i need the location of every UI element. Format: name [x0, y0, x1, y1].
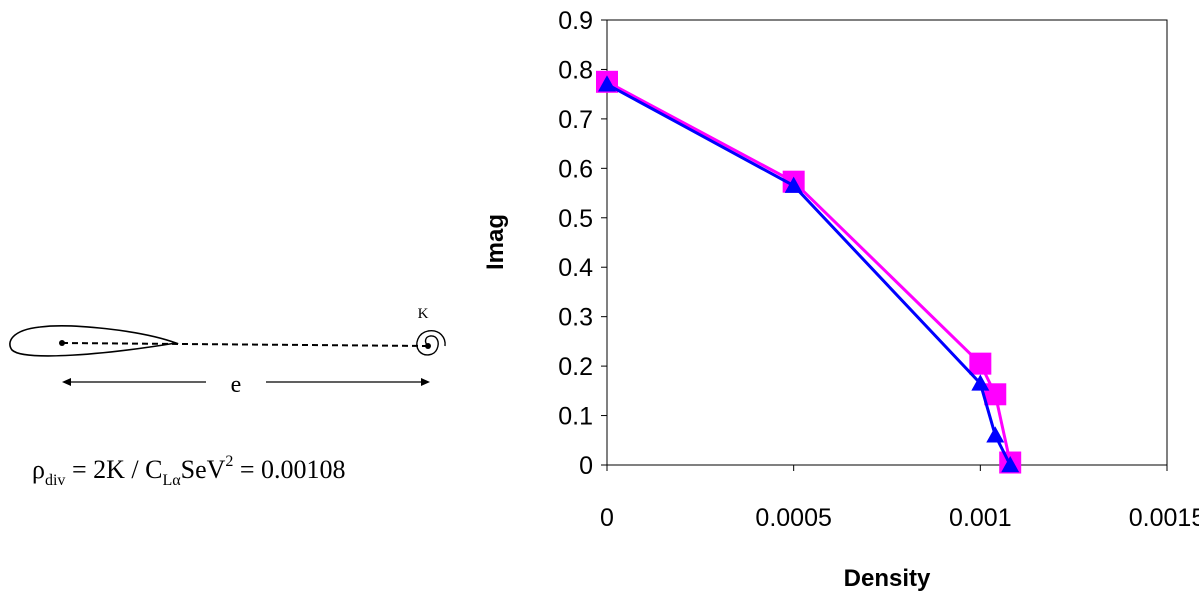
series-1 [596, 70, 1022, 474]
y-tick-label: 0.4 [558, 254, 593, 282]
series-2-point [784, 176, 803, 193]
series-2-point [971, 374, 990, 391]
series-2 [598, 75, 1020, 473]
divergence-formula: ρdiv = 2K / CLαSeV2 = 0.00108 [32, 453, 346, 489]
plot-area-frame [606, 19, 1168, 466]
y-tick-label: 0.6 [558, 155, 593, 183]
y-tick-label: 0.2 [558, 353, 593, 381]
y-tick-label: 0.7 [558, 106, 593, 134]
series-2-point [598, 75, 616, 92]
series-layer [596, 70, 1022, 474]
y-tick-label: 0.1 [558, 403, 593, 431]
y-tick-label: 0.3 [558, 304, 593, 332]
x-tick-label: 0.001 [949, 504, 1012, 532]
y-tick-label: 0.8 [558, 56, 593, 84]
x-tick-label: 0 [600, 504, 614, 532]
chart: 0 0.1 0.2 0.3 0.4 0.5 0.6 0.7 0.8 0.9 0 0.0005 0.00… [482, 7, 1199, 592]
y-tick-label: 0.9 [558, 7, 593, 35]
series-2-line [606, 82, 1012, 466]
y-tick-label: 0.5 [558, 205, 593, 233]
series-1-point [969, 352, 992, 375]
y-axis: 0 0.1 0.2 0.3 0.4 0.5 0.6 0.7 0.8 0.9 [558, 7, 607, 480]
airfoil-outline [9, 325, 180, 357]
x-tick-label: 0.0005 [755, 504, 831, 532]
arrow-head-right [421, 378, 430, 386]
x-tick-label: 0.0015 [1129, 504, 1199, 532]
spring-label: K [418, 306, 429, 322]
airfoil-diagram: K e ρdiv = 2K / CLαSeV2 = 0.00108 [9, 306, 446, 489]
distance-label: e [231, 372, 242, 398]
y-axis-label: Imag [482, 214, 509, 270]
torsional-spring-icon [416, 330, 446, 356]
series-2-point [986, 426, 1005, 443]
series-1-line [606, 80, 1012, 463]
x-axis-label: Density [844, 565, 931, 592]
series-1-point [984, 383, 1007, 406]
x-axis: 0 0.0005 0.001 0.0015 [600, 465, 1199, 532]
arrow-head-left [62, 378, 71, 386]
elastic-axis-line [61, 342, 429, 347]
y-tick-label: 0 [579, 452, 593, 480]
series-2-point [1001, 456, 1020, 473]
aerodynamic-center-dot [59, 340, 65, 346]
